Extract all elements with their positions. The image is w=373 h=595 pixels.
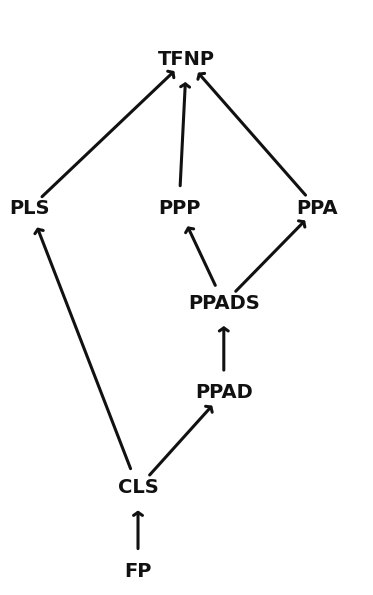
Text: PPADS: PPADS <box>188 294 260 313</box>
Text: PLS: PLS <box>10 199 50 218</box>
Text: CLS: CLS <box>117 478 159 497</box>
Text: FP: FP <box>124 562 152 581</box>
Text: PPP: PPP <box>158 199 200 218</box>
Text: PPA: PPA <box>296 199 338 218</box>
Text: PPAD: PPAD <box>195 383 253 402</box>
Text: TFNP: TFNP <box>158 50 215 69</box>
